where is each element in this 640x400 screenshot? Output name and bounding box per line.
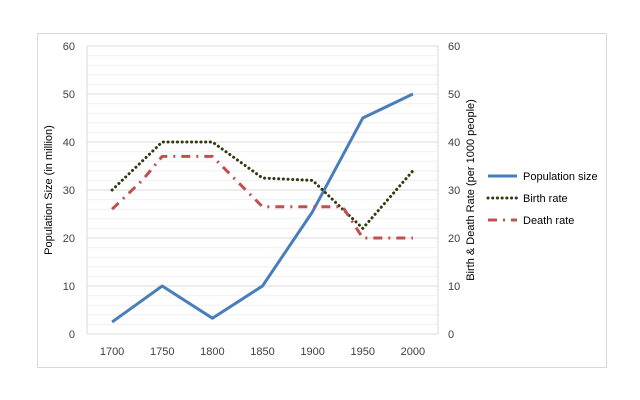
y2-axis-title: Birth & Death Rate (per 1000 people) (465, 99, 477, 281)
x-axis: 1700 1750 1800 1850 1900 1950 2000 (100, 346, 425, 358)
y2-tick-label: 30 (448, 185, 460, 197)
series-line-birth-rate (110, 140, 415, 230)
x-tick-label: 1700 (100, 346, 124, 358)
y-tick-label: 0 (69, 329, 75, 341)
y-tick-label: 20 (63, 233, 75, 245)
y-axis-title: Population Size (in million) (43, 125, 55, 255)
y-tick-label: 40 (63, 137, 75, 149)
y-tick-label: 60 (63, 41, 75, 53)
y2-tick-label: 50 (448, 89, 460, 101)
y-tick-label: 10 (63, 281, 75, 293)
y-tick-label: 30 (63, 185, 75, 197)
y2-tick-label: 0 (448, 329, 454, 341)
y2-tick-label: 40 (448, 137, 460, 149)
gridlines (87, 45, 438, 335)
right-y-axis: 0 10 20 30 40 50 60 (448, 41, 460, 341)
legend-label: Death rate (523, 215, 574, 227)
x-tick-label: 1800 (200, 346, 224, 358)
y2-tick-label: 20 (448, 233, 460, 245)
y-tick-label: 50 (63, 89, 75, 101)
legend: Population size Birth rate Death rate (486, 171, 598, 227)
x-tick-label: 2000 (401, 346, 425, 358)
y2-tick-label: 10 (448, 281, 460, 293)
x-tick-label: 1750 (150, 346, 174, 358)
x-tick-label: 1950 (351, 346, 375, 358)
x-tick-label: 1900 (300, 346, 324, 358)
left-y-axis: 0 10 20 30 40 50 60 (63, 41, 75, 341)
chart-area (37, 33, 607, 368)
legend-label: Birth rate (523, 193, 568, 205)
x-tick-label: 1850 (250, 346, 274, 358)
series-line-death-rate (111, 154, 413, 240)
legend-label: Population size (523, 171, 598, 183)
y2-tick-label: 60 (448, 41, 460, 53)
series-lines (110, 92, 415, 324)
series-line-population-size (111, 92, 414, 324)
